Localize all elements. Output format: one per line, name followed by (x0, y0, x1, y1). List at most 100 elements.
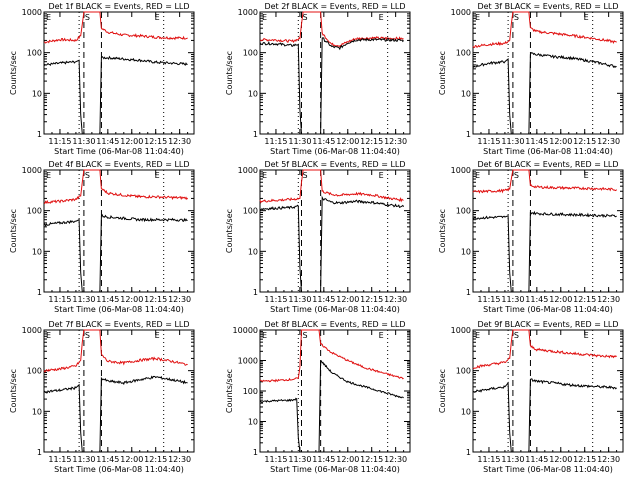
y-tick-label: 100 (243, 207, 258, 216)
y-tick-label: 1000 (238, 8, 258, 17)
plot-frame (259, 11, 411, 135)
marker-label-s: S (302, 171, 307, 180)
chart-panel-3: Det 3f BLACK = Events, RED = LLD 1 10 100 10… (438, 2, 624, 156)
marker-label-s: S (85, 13, 90, 22)
y-axis-label: Counts/sec (9, 369, 18, 413)
x-tick-label: 12:30 (168, 137, 191, 146)
x-tick-label: 11:15 (264, 137, 287, 146)
y-tick-label: 10 (461, 89, 471, 98)
x-tick-label: 11:45 (96, 137, 119, 146)
y-tick-label: 1 (466, 130, 471, 139)
y-tick-label: 10 (32, 247, 42, 256)
x-tick-label: 12:15 (144, 295, 167, 304)
y-tick-label: 1000 (22, 8, 42, 17)
x-tick-label: 12:30 (384, 137, 407, 146)
x-tick-label: 11:30 (501, 137, 524, 146)
y-tick-label: 1 (253, 448, 258, 457)
chart-title: Det 9f BLACK = Events, RED = LLD (477, 320, 618, 329)
marker-label-s: S (302, 331, 307, 340)
x-tick-label: 11:15 (477, 455, 500, 464)
chart-title: Det 2f BLACK = Events, RED = LLD (264, 2, 405, 11)
chart-panel-9: Det 9f BLACK = Events, RED = LLD 1 10 100 10… (438, 320, 624, 474)
marker-label-e: E (475, 171, 480, 180)
y-tick-label: 100 (243, 387, 258, 396)
x-tick-label: 11:45 (312, 137, 335, 146)
marker-label-s: S (514, 13, 519, 22)
marker-label-e: E (379, 171, 384, 180)
events-series-line (43, 213, 188, 293)
x-tick-label: 12:30 (597, 137, 620, 146)
x-tick-label: 12:15 (573, 455, 596, 464)
x-axis-label: Start Time (06-Mar-08 11:04:40) (54, 465, 184, 474)
x-tick-label: 12:00 (336, 137, 359, 146)
x-tick-label: 11:30 (288, 137, 311, 146)
y-tick-label: 1 (466, 288, 471, 297)
y-tick-label: 1000 (451, 8, 471, 17)
y-tick-label: 1 (37, 448, 42, 457)
x-tick-label: 12:00 (549, 455, 572, 464)
chart-panel-1: Det 1f BLACK = Events, RED = LLD 1 10 100 10… (9, 2, 195, 156)
plot-frame (43, 169, 195, 293)
x-tick-label: 12:30 (597, 455, 620, 464)
chart-title: Det 8f BLACK = Events, RED = LLD (264, 320, 405, 329)
chart-panel-2: Det 2f BLACK = Events, RED = LLD 1 10 100 10… (225, 2, 411, 156)
y-axis-label: Counts/sec (225, 369, 234, 413)
x-tick-label: 11:30 (288, 455, 311, 464)
x-tick-label: 12:15 (360, 455, 383, 464)
x-tick-label: 12:30 (168, 455, 191, 464)
x-tick-label: 12:00 (120, 137, 143, 146)
chart-title: Det 3f BLACK = Events, RED = LLD (477, 2, 618, 11)
lld-series-line (472, 169, 617, 194)
x-tick-label: 11:15 (264, 455, 287, 464)
plot-frame (43, 329, 195, 453)
plot-frame (43, 11, 195, 135)
x-tick-label: 11:15 (477, 137, 500, 146)
y-tick-label: 100 (456, 367, 471, 376)
y-tick-label: 1000 (22, 166, 42, 175)
x-tick-label: 12:00 (120, 455, 143, 464)
x-tick-label: 12:30 (597, 295, 620, 304)
x-tick-label: 11:15 (48, 455, 71, 464)
lld-series-line (259, 329, 404, 383)
y-tick-label: 100 (243, 49, 258, 58)
y-axis-label: Counts/sec (438, 369, 447, 413)
y-tick-label: 10 (248, 247, 258, 256)
plot-frame (472, 329, 624, 453)
marker-label-e: E (584, 13, 589, 22)
y-tick-label: 10 (461, 407, 471, 416)
lld-series-line (43, 11, 188, 44)
y-tick-label: 1 (253, 288, 258, 297)
marker-label-e: E (262, 331, 267, 340)
lld-series-line (43, 329, 188, 373)
x-tick-label: 12:30 (384, 295, 407, 304)
chart-title: Det 5f BLACK = Events, RED = LLD (264, 160, 405, 169)
y-tick-label: 1 (253, 130, 258, 139)
x-tick-label: 12:00 (336, 295, 359, 304)
chart-panel-8: Det 8f BLACK = Events, RED = LLD 1 10 100 10… (225, 320, 411, 474)
x-tick-label: 12:00 (549, 137, 572, 146)
marker-label-s: S (85, 331, 90, 340)
events-series-line (43, 55, 188, 135)
marker-label-e: E (379, 13, 384, 22)
chart-panel-7: Det 7f BLACK = Events, RED = LLD 1 10 100 10… (9, 320, 195, 474)
marker-label-e: E (262, 171, 267, 180)
lld-series-line (43, 169, 189, 204)
y-axis-label: Counts/sec (225, 51, 234, 95)
y-tick-label: 10 (32, 89, 42, 98)
x-tick-label: 12:15 (573, 295, 596, 304)
x-axis-label: Start Time (06-Mar-08 11:04:40) (483, 465, 613, 474)
marker-label-e: E (46, 171, 51, 180)
y-tick-label: 1000 (451, 166, 471, 175)
marker-label-e: E (155, 13, 160, 22)
x-tick-label: 11:45 (96, 295, 119, 304)
lld-series-line (472, 11, 617, 49)
y-tick-label: 100 (456, 49, 471, 58)
y-tick-label: 10 (248, 418, 258, 427)
x-tick-label: 11:15 (477, 295, 500, 304)
y-axis-label: Counts/sec (225, 209, 234, 253)
x-tick-label: 11:15 (264, 295, 287, 304)
y-tick-label: 1000 (238, 357, 258, 366)
marker-label-s: S (85, 171, 90, 180)
x-tick-label: 11:45 (96, 455, 119, 464)
x-axis-label: Start Time (06-Mar-08 11:04:40) (270, 305, 400, 314)
